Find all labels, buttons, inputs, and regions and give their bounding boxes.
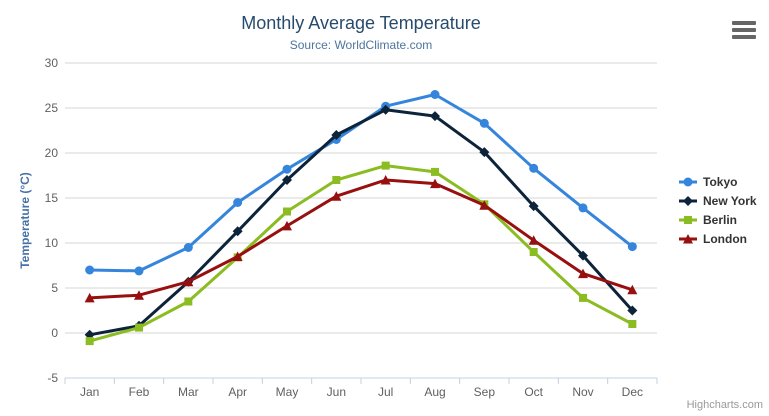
data-point-berlin[interactable] xyxy=(431,167,439,176)
x-axis-tick-label: Oct xyxy=(524,385,543,399)
x-axis-tick-label: Sep xyxy=(474,385,496,399)
y-axis-tick-label: 5 xyxy=(51,281,58,295)
data-point-berlin[interactable] xyxy=(85,337,94,346)
legend-symbol-tokyo[interactable] xyxy=(683,177,693,186)
data-point-berlin[interactable] xyxy=(381,161,390,170)
data-point-london[interactable] xyxy=(84,292,95,303)
y-axis-tick-label: 30 xyxy=(45,56,59,70)
legend-symbol-berlin[interactable] xyxy=(684,215,692,224)
x-axis-tick-label: Feb xyxy=(129,385,150,399)
data-point-tokyo[interactable] xyxy=(479,118,489,128)
x-axis-tick-label: Jun xyxy=(327,385,346,399)
data-point-london[interactable] xyxy=(183,276,194,287)
x-axis-tick-label: Jan xyxy=(80,385,99,399)
data-point-berlin[interactable] xyxy=(332,176,341,184)
data-point-london[interactable] xyxy=(627,284,638,295)
series-new-york xyxy=(84,104,638,340)
data-point-tokyo[interactable] xyxy=(529,163,539,173)
y-axis-title: Temperature (°C) xyxy=(18,172,32,269)
data-point-tokyo[interactable] xyxy=(627,242,637,252)
legend-item-new-york[interactable]: New York xyxy=(678,191,768,210)
data-point-london[interactable] xyxy=(331,191,342,201)
data-point-london[interactable] xyxy=(528,235,539,245)
data-point-tokyo[interactable] xyxy=(430,90,440,99)
data-point-new-york[interactable] xyxy=(528,201,539,212)
legend-marker-triangle xyxy=(679,233,697,244)
data-point-new-york[interactable] xyxy=(479,147,490,158)
legend-label: London xyxy=(703,231,747,246)
data-point-tokyo[interactable] xyxy=(85,265,95,275)
y-axis-tick-label: -5 xyxy=(47,371,58,385)
x-axis-tick-label: Mar xyxy=(178,385,199,399)
export-menu-button[interactable] xyxy=(729,17,761,43)
data-point-tokyo[interactable] xyxy=(233,198,243,207)
y-axis-tick-label: 10 xyxy=(45,236,59,250)
data-point-tokyo[interactable] xyxy=(578,203,588,213)
x-axis-tick-label: Dec xyxy=(622,385,643,399)
series-london xyxy=(84,175,638,303)
series-line-london xyxy=(89,178,633,300)
hamburger-icon xyxy=(732,21,756,25)
data-point-new-york[interactable] xyxy=(578,250,588,261)
legend-item-london[interactable]: London xyxy=(678,229,768,248)
data-point-london[interactable] xyxy=(380,175,391,185)
data-point-london[interactable] xyxy=(134,290,144,300)
data-point-tokyo[interactable] xyxy=(183,243,193,252)
series-berlin xyxy=(85,161,637,346)
highcharts-credits-link[interactable]: Highcharts.com xyxy=(686,399,763,411)
data-point-london[interactable] xyxy=(232,251,243,262)
y-axis-tick-label: 25 xyxy=(45,101,59,115)
data-point-berlin[interactable] xyxy=(135,323,143,332)
data-point-berlin[interactable] xyxy=(628,320,637,328)
series-line-new-york xyxy=(89,108,634,337)
x-axis-tick-label: Apr xyxy=(228,385,247,399)
data-point-tokyo[interactable] xyxy=(282,164,292,174)
y-axis-tick-label: 20 xyxy=(45,146,59,160)
legend-symbol-london[interactable] xyxy=(683,233,693,244)
y-axis-tick-label: 0 xyxy=(51,326,58,340)
data-point-new-york[interactable] xyxy=(232,226,243,237)
data-point-new-york[interactable] xyxy=(627,305,638,316)
legend-label: New York xyxy=(703,193,757,208)
x-axis-tick-label: Nov xyxy=(572,385,593,399)
legend: Tokyo New York Berlin London xyxy=(678,172,768,248)
legend-marker-diamond xyxy=(679,195,697,206)
chart-subtitle: Source: WorldClimate.com xyxy=(289,38,433,52)
chart-title: Monthly Average Temperature xyxy=(241,13,481,33)
data-point-new-york[interactable] xyxy=(331,130,342,140)
data-point-berlin[interactable] xyxy=(529,248,538,256)
x-axis-tick-label: Aug xyxy=(424,385,445,399)
hamburger-icon xyxy=(732,28,756,32)
series-tokyo xyxy=(85,90,637,276)
legend-marker-square xyxy=(679,215,697,224)
data-point-london[interactable] xyxy=(430,178,440,189)
data-point-berlin[interactable] xyxy=(184,297,193,306)
y-axis-tick-label: 15 xyxy=(45,191,59,205)
legend-item-tokyo[interactable]: Tokyo xyxy=(678,172,768,191)
series-line-berlin xyxy=(89,164,634,343)
legend-symbol-new-york[interactable] xyxy=(683,195,693,206)
legend-label: Berlin xyxy=(703,212,738,227)
legend-label: Tokyo xyxy=(703,174,738,189)
data-point-tokyo[interactable] xyxy=(134,266,144,276)
data-point-new-york[interactable] xyxy=(282,175,292,185)
data-point-new-york[interactable] xyxy=(380,104,391,115)
x-axis-tick-label: Jul xyxy=(378,385,393,399)
hamburger-icon xyxy=(732,35,756,39)
data-point-london[interactable] xyxy=(282,220,292,231)
x-axis-tick-label: May xyxy=(276,385,299,399)
data-point-london[interactable] xyxy=(578,268,588,279)
legend-marker-circle xyxy=(679,177,697,186)
data-point-berlin[interactable] xyxy=(579,293,587,302)
data-point-berlin[interactable] xyxy=(283,207,291,216)
legend-item-berlin[interactable]: Berlin xyxy=(678,210,768,229)
data-point-new-york[interactable] xyxy=(430,111,440,122)
data-point-london[interactable] xyxy=(479,200,490,210)
